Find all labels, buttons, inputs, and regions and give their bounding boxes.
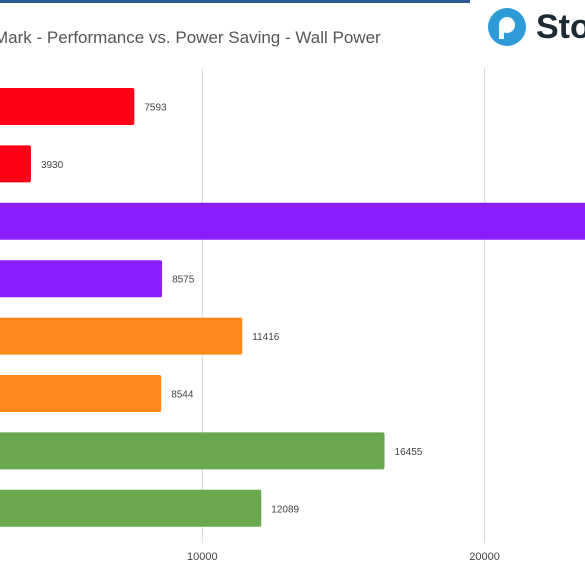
bar [0,260,163,298]
bar [0,145,31,183]
header-rule [0,0,470,3]
x-tick-label: 10000 [187,551,218,563]
x-tick-label: 20000 [469,551,500,563]
bar [0,489,262,527]
bar-value-label: 8575 [172,275,195,286]
bar-value-label: 7593 [144,103,167,114]
bar [0,202,585,240]
bar-value-label: 3930 [41,160,64,171]
bar [0,317,243,355]
chart-title: Mark - Performance vs. Power Saving - Wa… [0,28,381,47]
bar-value-label: 11416 [252,332,280,343]
bar [0,375,162,412]
bar-value-label: 8544 [171,390,194,401]
bar [0,432,385,470]
logo-text: Sto [536,8,585,46]
bar [0,88,135,125]
bar-value-label: 12089 [271,504,299,515]
storage-review-logo-icon [488,8,526,46]
bar-value-label: 16455 [395,447,423,458]
